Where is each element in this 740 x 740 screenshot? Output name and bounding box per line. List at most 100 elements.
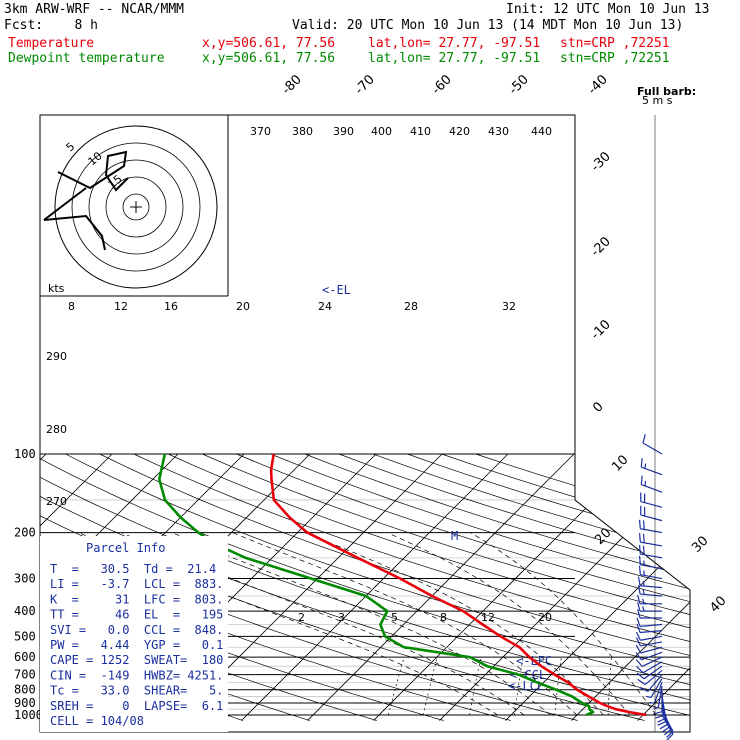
hodograph-speed-label: 16 [164,300,178,313]
moist-adiabat-line [232,532,578,716]
wind-barb-flag [636,617,641,627]
dry-adiabat-line [167,453,690,721]
moist-adiabat-line [470,532,657,716]
wind-barb [640,505,663,522]
wind-barb-flag [655,714,665,719]
theta-label: 430 [488,125,509,138]
wind-barb [635,656,663,667]
dewpoint-legend: Dewpoint temperature [8,51,165,66]
pressure-label: 900 [14,696,36,710]
dry-adiabat-line [40,453,690,721]
model-title: 3km ARW-WRF -- NCAR/MMM [4,2,185,17]
wind-barb-shaft [640,630,663,634]
wind-barb-flag [636,623,641,633]
wind-barb-flag [640,475,643,485]
temp-location-latlon: lat,lon= 27.77, -97.51 [368,36,541,51]
wind-barb-flag [642,589,645,595]
wind-barb [636,665,663,680]
wind-barb-flag [642,606,645,612]
theta-label: 290 [46,350,67,363]
hodograph-ring-label: 10 [86,149,105,168]
wind-barb-shaft [640,528,663,534]
wind-barb-flag [637,576,641,586]
dry-adiabat-line [441,453,690,721]
wind-barb [635,644,663,654]
dew-location-xy: x,y=506.61, 77.56 [202,51,336,66]
wind-barb-flag [666,733,674,740]
wind-barb-shaft [642,442,663,455]
isotherm-label: -40 [585,72,611,98]
isotherm-label: -80 [279,72,305,98]
ccl-marker: <-CCL [510,668,546,682]
hodograph-ring [122,193,150,221]
sounding-profiles [158,453,647,717]
mixing-ratio-label: 3 [338,611,345,624]
wind-barb-flag [638,555,641,565]
theta-label: 270 [46,495,67,508]
pressure-label: 300 [14,572,36,586]
wind-barb-shaft [640,514,663,522]
pressure-label: 500 [14,629,36,643]
wind-barb-shaft [644,669,663,686]
wind-barb-shaft [641,656,663,667]
pressure-label: 100 [14,447,36,461]
temperature-legend: Temperature [8,36,95,51]
wind-barb [635,651,663,661]
hodograph-speed-label: 20 [236,300,250,313]
parcel-info-row: T = 30.5 Td = 21.4 [50,562,216,576]
moist-adiabat-line [386,532,631,716]
isotherm-label: -20 [588,234,614,260]
wind-barb-flag [635,631,641,641]
temp-location-station: stn=CRP ,72251 [560,36,670,51]
wind-barb [636,661,663,674]
wind-barb [638,565,663,580]
wind-barb [637,594,662,605]
parcel-info-row: LI = -3.7 LCL = 883. [50,577,223,591]
wind-barb-flag [642,533,645,543]
forecast-hour: Fcst: 8 h [4,18,98,33]
wind-barb [649,682,663,704]
mixing-ratio-line [514,657,524,716]
wind-barb-shaft [653,682,663,704]
isotherm-line [40,453,113,721]
wind-barb-flag [639,687,649,692]
isotherm-line [439,453,690,721]
wind-barb-flag [642,598,645,604]
wind-barb-flag [637,585,641,595]
wind-barb-flag [636,672,645,680]
wind-barb-flag [664,728,672,736]
hodograph-ring [54,125,218,289]
wind-barb-shaft [640,641,663,647]
wind-barb-flag [637,609,641,619]
wind-barb-flag [657,720,667,726]
wind-barb-shaft [640,646,663,654]
wind-barb-flag [636,665,644,674]
mixing-ratio-line [388,657,405,716]
theta-label: 410 [410,125,431,138]
wind-barb-shaft [640,623,663,628]
isotherm-line [637,453,690,721]
wind-barb-flag [642,545,645,555]
init-time: Init: 12 UTC Mon 10 Jun 13 [506,2,710,17]
wind-barb [642,434,663,455]
wind-barb [640,458,663,476]
mixing-ratio-label: 20 [538,611,552,624]
hodograph-trace [43,214,106,251]
wind-barb-flag [646,695,652,699]
parcel-info-row: TT = 46 EL = 195 [50,608,223,622]
wind-barb [646,678,663,699]
temp-location-xy: x,y=506.61, 77.56 [202,36,336,51]
wind-barb-flag [635,659,643,667]
isotherm-line [703,454,740,721]
wind-barb [638,533,663,547]
isotherm-label: -60 [429,72,455,98]
parcel-info-panel: Parcel Info T = 30.5 Td = 21.4LI = -3.7 L… [40,536,228,732]
wind-barb-flag [642,520,645,530]
wind-barb [637,576,663,589]
pressure-label: 800 [14,683,36,697]
dry-adiabat-line [373,453,690,721]
wind-barb-flag [637,602,641,612]
mixing-ratio-label: 12 [481,611,495,624]
parcel-info-title: Parcel Info [86,541,165,555]
barb-key-units: 5 m s [642,94,673,107]
